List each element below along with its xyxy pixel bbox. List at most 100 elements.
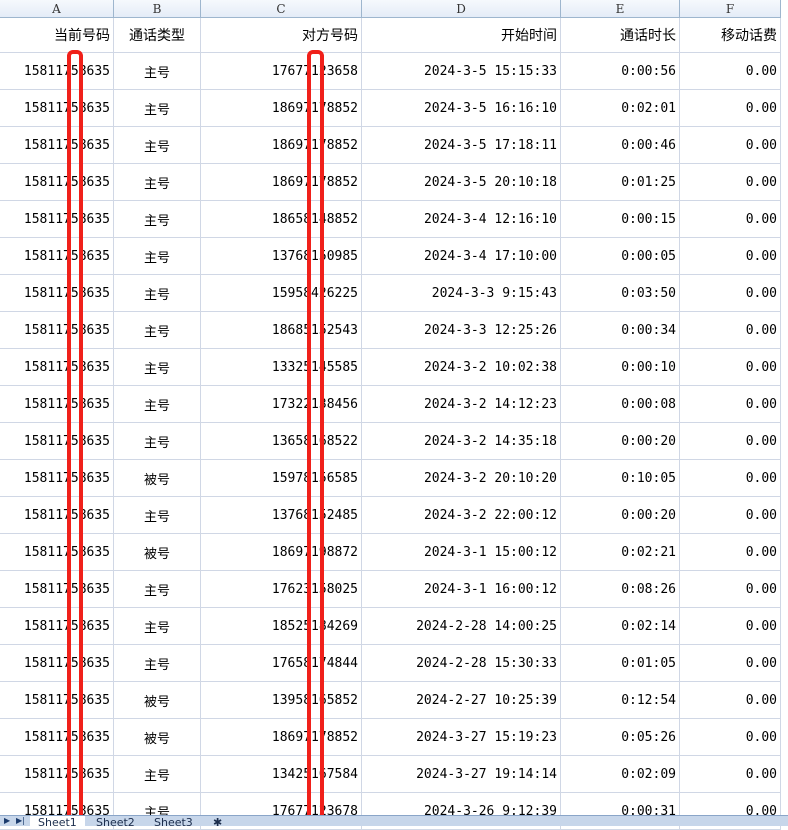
cell-mobile-fee[interactable]: 0.00 [680,460,781,497]
cell-duration[interactable]: 0:00:08 [561,386,680,423]
cell-start-time[interactable]: 2024-3-1 15:00:12 [362,534,561,571]
cell-start-time[interactable]: 2024-3-4 17:10:00 [362,238,561,275]
cell-other-number[interactable]: 13768150985 [201,238,362,275]
cell-call-type[interactable]: 主号 [114,645,201,682]
cell-mobile-fee[interactable]: 0.00 [680,275,781,312]
cell-mobile-fee[interactable]: 0.00 [680,645,781,682]
cell-mobile-fee[interactable]: 0.00 [680,497,781,534]
column-header-c[interactable]: C [201,0,362,18]
cell-mobile-fee[interactable]: 0.00 [680,349,781,386]
cell-start-time[interactable]: 2024-3-5 15:15:33 [362,53,561,90]
cell-duration[interactable]: 0:05:26 [561,719,680,756]
cell-mobile-fee[interactable]: 0.00 [680,386,781,423]
cell-other-number[interactable]: 18697198872 [201,534,362,571]
cell-other-number[interactable]: 13658168522 [201,423,362,460]
cell-other-number[interactable]: 18658148852 [201,201,362,238]
cell-other-number[interactable]: 18697178852 [201,127,362,164]
cell-mobile-fee[interactable]: 0.00 [680,53,781,90]
cell-mobile-fee[interactable]: 0.00 [680,201,781,238]
cell-call-type[interactable]: 主号 [114,201,201,238]
cell-call-type[interactable]: 主号 [114,571,201,608]
column-header-b[interactable]: B [114,0,201,18]
cell-current-number[interactable]: 15811758635 [0,756,114,793]
scroll-sheets-left-icon[interactable]: ▶ [4,816,11,825]
cell-call-type[interactable]: 被号 [114,460,201,497]
cell-call-type[interactable]: 主号 [114,127,201,164]
cell-other-number[interactable]: 18697178852 [201,164,362,201]
cell-duration[interactable]: 0:03:50 [561,275,680,312]
cell-call-type[interactable]: 主号 [114,238,201,275]
cell-mobile-fee[interactable]: 0.00 [680,608,781,645]
header-cell-call-type[interactable]: 通话类型 [114,18,201,53]
cell-duration[interactable]: 0:08:26 [561,571,680,608]
cell-duration[interactable]: 0:00:05 [561,238,680,275]
cell-start-time[interactable]: 2024-3-2 14:12:23 [362,386,561,423]
cell-duration[interactable]: 0:00:46 [561,127,680,164]
cell-duration[interactable]: 0:01:25 [561,164,680,201]
cell-call-type[interactable]: 主号 [114,90,201,127]
header-cell-current-number[interactable]: 当前号码 [0,18,114,53]
cell-start-time[interactable]: 2024-2-28 14:00:25 [362,608,561,645]
cell-other-number[interactable]: 17322138456 [201,386,362,423]
cell-call-type[interactable]: 主号 [114,497,201,534]
cell-call-type[interactable]: 主号 [114,386,201,423]
cell-call-type[interactable]: 主号 [114,756,201,793]
cell-other-number[interactable]: 17677123658 [201,53,362,90]
cell-call-type[interactable]: 主号 [114,608,201,645]
cell-call-type[interactable]: 主号 [114,349,201,386]
column-header-e[interactable]: E [561,0,680,18]
cell-duration[interactable]: 0:00:20 [561,497,680,534]
cell-mobile-fee[interactable]: 0.00 [680,756,781,793]
header-cell-start-time[interactable]: 开始时间 [362,18,561,53]
cell-duration[interactable]: 0:01:05 [561,645,680,682]
cell-current-number[interactable]: 15811758635 [0,164,114,201]
column-header-f[interactable]: F [680,0,781,18]
cell-start-time[interactable]: 2024-3-27 15:19:23 [362,719,561,756]
cell-call-type[interactable]: 主号 [114,53,201,90]
cell-call-type[interactable]: 主号 [114,312,201,349]
cell-current-number[interactable]: 15811758635 [0,423,114,460]
cell-other-number[interactable]: 15958426225 [201,275,362,312]
sheet-tab-2[interactable]: Sheet2 [96,816,135,826]
cell-current-number[interactable]: 15811758635 [0,645,114,682]
cell-duration[interactable]: 0:00:56 [561,53,680,90]
header-cell-mobile-fee[interactable]: 移动话费 [680,18,781,53]
cell-duration[interactable]: 0:02:01 [561,90,680,127]
cell-start-time[interactable]: 2024-3-2 20:10:20 [362,460,561,497]
cell-current-number[interactable]: 15811758635 [0,312,114,349]
cell-duration[interactable]: 0:00:15 [561,201,680,238]
cell-start-time[interactable]: 2024-3-4 12:16:10 [362,201,561,238]
cell-start-time[interactable]: 2024-2-28 15:30:33 [362,645,561,682]
insert-sheet-icon[interactable]: ✱ [213,816,223,826]
cell-mobile-fee[interactable]: 0.00 [680,571,781,608]
cell-current-number[interactable]: 15811758635 [0,571,114,608]
cell-mobile-fee[interactable]: 0.00 [680,534,781,571]
cell-start-time[interactable]: 2024-3-2 10:02:38 [362,349,561,386]
cell-other-number[interactable]: 17658174844 [201,645,362,682]
cell-duration[interactable]: 0:02:14 [561,608,680,645]
column-header-d[interactable]: D [362,0,561,18]
cell-start-time[interactable]: 2024-3-5 17:18:11 [362,127,561,164]
cell-other-number[interactable]: 13425167584 [201,756,362,793]
cell-current-number[interactable]: 15811758635 [0,275,114,312]
cell-current-number[interactable]: 15811758635 [0,608,114,645]
header-cell-other-number[interactable]: 对方号码 [201,18,362,53]
cell-call-type[interactable]: 主号 [114,423,201,460]
cell-duration[interactable]: 0:02:21 [561,534,680,571]
cell-mobile-fee[interactable]: 0.00 [680,164,781,201]
cell-current-number[interactable]: 15811758635 [0,349,114,386]
cell-start-time[interactable]: 2024-2-27 10:25:39 [362,682,561,719]
cell-duration[interactable]: 0:00:10 [561,349,680,386]
cell-call-type[interactable]: 主号 [114,275,201,312]
cell-start-time[interactable]: 2024-3-5 16:16:10 [362,90,561,127]
cell-other-number[interactable]: 18697178852 [201,90,362,127]
cell-current-number[interactable]: 15811758635 [0,682,114,719]
cell-current-number[interactable]: 15811758635 [0,460,114,497]
cell-other-number[interactable]: 13958165852 [201,682,362,719]
cell-other-number[interactable]: 17623158025 [201,571,362,608]
cell-other-number[interactable]: 18697178852 [201,719,362,756]
scroll-sheets-last-icon[interactable]: ▶| [16,816,25,825]
cell-mobile-fee[interactable]: 0.00 [680,719,781,756]
cell-current-number[interactable]: 15811758635 [0,719,114,756]
cell-other-number[interactable]: 18525184269 [201,608,362,645]
